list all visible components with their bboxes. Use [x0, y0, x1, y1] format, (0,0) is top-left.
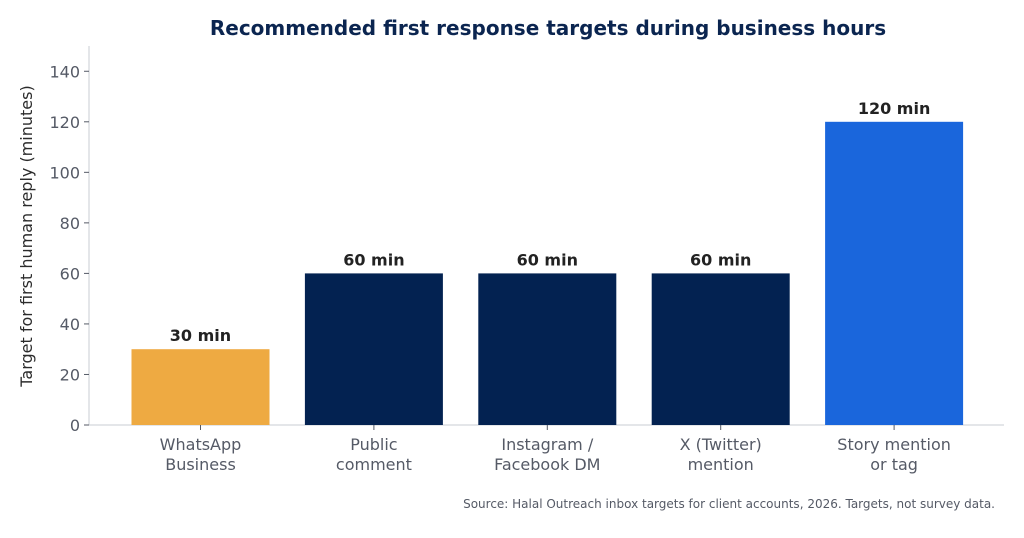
y-tick-label: 40 — [60, 315, 80, 334]
data-label: 60 min — [690, 250, 751, 269]
bar — [651, 273, 790, 425]
bar — [304, 273, 443, 425]
y-tick-label: 140 — [49, 62, 80, 81]
x-tick-label: Instagram / — [501, 435, 593, 454]
data-labels: 30 min 60 min 60 min 60 min 120 min — [170, 99, 931, 345]
y-tick-label: 80 — [60, 214, 80, 233]
chart-title: Recommended first response targets durin… — [210, 16, 886, 40]
source-note: Source: Halal Outreach inbox targets for… — [463, 497, 995, 511]
y-tick-label: 0 — [70, 416, 80, 435]
bar — [478, 273, 617, 425]
x-tick-label: Story mention — [837, 435, 951, 454]
data-label: 30 min — [170, 326, 231, 345]
bar — [131, 349, 270, 425]
y-axis-label: Target for first human reply (minutes) — [17, 85, 36, 387]
y-tick-label: 120 — [49, 113, 80, 132]
y-tick-label: 60 — [60, 264, 80, 283]
x-tick-label: Facebook DM — [494, 455, 600, 474]
bar — [825, 121, 964, 426]
x-tick-label: X (Twitter) — [680, 435, 762, 454]
x-tick-label: Public — [350, 435, 397, 454]
x-tick-label: comment — [336, 455, 412, 474]
bars — [131, 121, 964, 426]
x-tick-label: mention — [688, 455, 754, 474]
x-tick-label: Business — [165, 455, 236, 474]
data-label: 60 min — [343, 250, 404, 269]
y-ticks: 0 20 40 60 80 100 120 140 — [49, 62, 89, 435]
y-tick-label: 100 — [49, 163, 80, 182]
x-tick-label: WhatsApp — [160, 435, 242, 454]
data-label: 120 min — [858, 99, 931, 118]
data-label: 60 min — [517, 250, 578, 269]
y-tick-label: 20 — [60, 365, 80, 384]
x-tick-label: or tag — [870, 455, 918, 474]
